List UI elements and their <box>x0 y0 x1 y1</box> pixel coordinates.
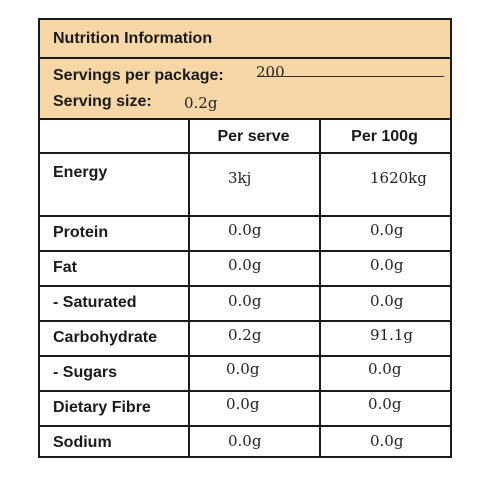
row-label-protein: Protein <box>53 224 109 241</box>
cell-protein-per-serve: 0.0g <box>228 221 262 239</box>
column-header-per-100g: Per 100g <box>351 128 418 145</box>
cell-sugars-per-100g: 0.0g <box>368 360 402 378</box>
column-divider-1 <box>188 120 190 456</box>
cell-dietary-fibre-per-100g: 0.0g <box>368 395 402 413</box>
row-divider <box>40 355 450 357</box>
servings-underline <box>262 76 444 77</box>
serving-size-value: 0.2g <box>184 94 218 112</box>
servings-per-package-value: 200 <box>256 63 285 81</box>
servings-per-package-label: Servings per package: <box>53 67 224 84</box>
cell-sugars-per-serve: 0.0g <box>226 360 260 378</box>
row-divider <box>40 320 450 322</box>
cell-dietary-fibre-per-serve: 0.0g <box>226 395 260 413</box>
row-divider <box>40 215 450 217</box>
title-band: Nutrition Information <box>40 20 450 59</box>
row-divider <box>40 152 450 154</box>
cell-energy-per-100g: 1620kg <box>370 169 427 187</box>
cell-protein-per-100g: 0.0g <box>370 221 404 239</box>
cell-fat-per-100g: 0.0g <box>370 256 404 274</box>
row-divider <box>40 250 450 252</box>
cell-sodium-per-100g: 0.0g <box>370 432 404 450</box>
row-divider <box>40 285 450 287</box>
row-label-dietary-fibre: Dietary Fibre <box>53 399 151 416</box>
column-divider-2 <box>319 120 321 456</box>
cell-sodium-per-serve: 0.0g <box>228 432 262 450</box>
row-label-sodium: Sodium <box>53 434 112 451</box>
panel-title: Nutrition Information <box>53 30 213 47</box>
cell-carbohydrate-per-100g: 91.1g <box>370 326 414 344</box>
row-label-energy: Energy <box>53 164 108 181</box>
nutrition-information-panel: Nutrition Information Servings per packa… <box>38 18 452 458</box>
row-label-fat: Fat <box>53 259 77 276</box>
servings-band: Servings per package: 200 Serving size: … <box>40 59 450 120</box>
cell-energy-per-serve: 3kj <box>228 169 252 187</box>
serving-size-label: Serving size: <box>53 93 152 110</box>
row-label-saturated: - Saturated <box>53 294 137 311</box>
cell-saturated-per-serve: 0.0g <box>228 292 262 310</box>
nutrition-table: Per serve Per 100g Energy 3kj 1620kg Pro… <box>40 120 450 456</box>
cell-saturated-per-100g: 0.0g <box>370 292 404 310</box>
row-label-carbohydrate: Carbohydrate <box>53 329 158 346</box>
row-label-sugars: - Sugars <box>53 364 118 381</box>
row-divider <box>40 390 450 392</box>
row-divider <box>40 425 450 427</box>
column-header-per-serve: Per serve <box>217 128 290 145</box>
cell-fat-per-serve: 0.0g <box>228 256 262 274</box>
cell-carbohydrate-per-serve: 0.2g <box>228 326 262 344</box>
